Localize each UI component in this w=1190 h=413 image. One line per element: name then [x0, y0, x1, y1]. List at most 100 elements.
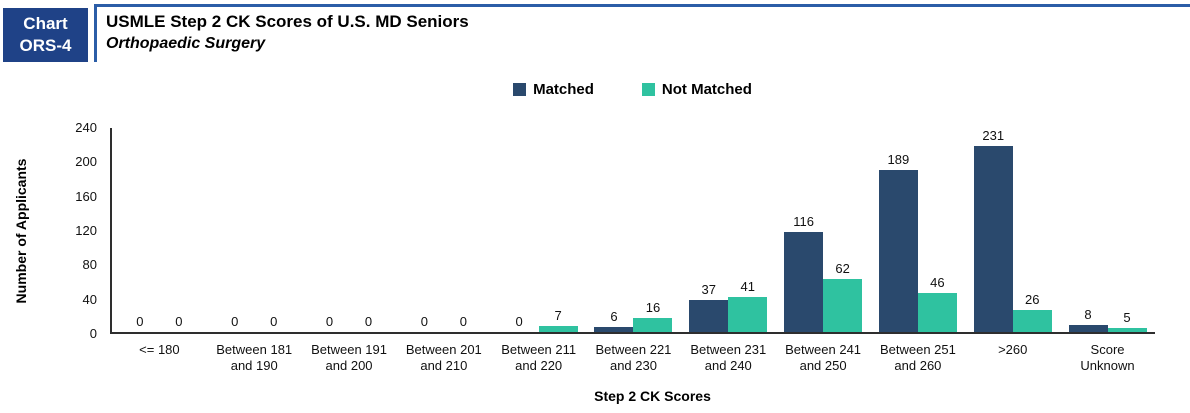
bar-value-label: 26 [1024, 292, 1040, 307]
x-tick-label: Score Unknown [1080, 342, 1135, 373]
bar-slot: 26 [1012, 128, 1052, 332]
bar-slot: 0 [405, 128, 444, 332]
x-tick-label: Between 191 and 200 [311, 342, 387, 373]
x-tick-label: Between 241 and 250 [785, 342, 862, 373]
bar-slot: 46 [917, 128, 957, 332]
legend-label: Matched [533, 80, 594, 98]
bar-value-label: 62 [835, 261, 850, 276]
bar-slot: 0 [349, 128, 388, 332]
bar-slot: 231 [973, 128, 1013, 332]
category-group: 189 46 Between 251 and 260 [871, 128, 966, 373]
category-group: 0 7 Between 211 and 220 [491, 128, 586, 373]
bar [823, 279, 863, 332]
bar [594, 327, 634, 332]
bar [1012, 310, 1052, 332]
bar-slot: 0 [120, 128, 159, 332]
bar [878, 170, 918, 332]
category-group: 231 26 >260 [965, 128, 1060, 357]
bar [917, 293, 957, 332]
bar-value-label: 0 [231, 314, 239, 329]
chart-id-badge-line2: ORS-4 [19, 36, 72, 55]
bar-value-label: 37 [701, 282, 717, 297]
bar-value-label: 0 [325, 314, 334, 329]
x-tick-label: >260 [998, 342, 1028, 357]
bar [633, 318, 673, 332]
chart-id-badge: Chart ORS-4 [3, 8, 88, 62]
x-tick-label: Between 201 and 210 [405, 342, 482, 373]
bar-slot: 7 [538, 128, 578, 332]
bar [728, 297, 768, 332]
y-tick-label: 160 [75, 188, 97, 204]
bar-value-label: 0 [420, 314, 428, 329]
bar-value-label: 6 [610, 309, 618, 324]
x-tick-label: Between 181 and 190 [216, 342, 293, 373]
bar-value-label: 5 [1123, 310, 1131, 325]
bar-slot: 8 [1068, 128, 1108, 332]
bar-slot: 6 [594, 128, 634, 332]
bar-slot: 189 [878, 128, 918, 332]
category-group: 37 41 Between 231 and 240 [681, 128, 776, 373]
bar-value-label: 189 [887, 152, 910, 167]
x-tick-label: Between 231 and 240 [690, 342, 767, 373]
bar-slot: 16 [633, 128, 673, 332]
category-group: 0 0 Between 201 and 210 [396, 128, 491, 373]
bar-slot: 0 [444, 128, 483, 332]
bar [538, 326, 578, 332]
category-group: 0 0 Between 191 and 200 [302, 128, 397, 373]
y-tick-label: 240 [75, 120, 97, 135]
x-tick-label: <= 180 [139, 342, 180, 357]
bar-value-label: 0 [175, 314, 183, 329]
bar-slot: 41 [728, 128, 768, 332]
category-group: 116 62 Between 241 and 250 [776, 128, 871, 373]
bar-value-label: 0 [459, 314, 467, 329]
bar-slot: 0 [215, 128, 254, 332]
bar [689, 300, 729, 332]
header-vertical-rule [94, 4, 97, 62]
bar-value-label: 16 [645, 300, 661, 315]
plot-area: 0 0 <= 180 0 0 Between 181 and 190 0 0 Between 1… [110, 128, 1155, 373]
bar [1107, 328, 1147, 332]
chart-subtitle: Orthopaedic Surgery [106, 35, 266, 52]
bar-value-label: 231 [982, 128, 1005, 143]
bar-slot: 116 [784, 128, 824, 332]
bar-slot: 5 [1107, 128, 1147, 332]
category-group: 0 0 <= 180 [112, 128, 207, 357]
bar-value-label: 116 [793, 214, 814, 229]
x-axis-title: Step 2 CK Scores [594, 388, 711, 404]
bar-slot: 0 [159, 128, 198, 332]
legend: Matched Not Matched [110, 80, 1155, 98]
bar-value-label: 7 [554, 308, 562, 323]
bar [973, 146, 1013, 332]
bar-value-label: 8 [1084, 307, 1092, 322]
x-tick-label: Between 251 and 260 [879, 342, 956, 373]
legend-swatch [641, 82, 655, 96]
bar-value-label: 0 [515, 314, 523, 329]
chart-title: USMLE Step 2 CK Scores of U.S. MD Senior… [106, 12, 469, 31]
bar-value-label: 46 [930, 275, 945, 290]
bar-slot: 37 [689, 128, 729, 332]
y-tick-label: 80 [82, 257, 97, 273]
category-group: 6 16 Between 221 and 230 [586, 128, 681, 373]
bar-value-label: 0 [270, 314, 278, 329]
bar-slot: 62 [823, 128, 863, 332]
bar [784, 232, 824, 332]
legend-swatch [513, 82, 527, 96]
chart-id-badge-line1: Chart [23, 14, 68, 33]
bar [1068, 325, 1108, 332]
y-tick-label: 0 [89, 326, 97, 341]
category-group: 0 0 Between 181 and 190 [207, 128, 302, 373]
bar-value-label: 0 [364, 314, 373, 329]
x-tick-label: Between 221 and 230 [595, 342, 672, 373]
category-group: 8 5 Score Unknown [1060, 128, 1155, 373]
bar-value-label: 0 [136, 314, 144, 329]
y-tick-label: 120 [75, 223, 97, 238]
x-tick-label: Between 211 and 220 [501, 342, 577, 373]
header-top-rule [95, 4, 1190, 7]
legend-item: Matched [513, 81, 594, 98]
bar-value-label: 41 [740, 279, 756, 294]
bar-slot: 0 [500, 128, 539, 332]
header-titles: USMLE Step 2 CK Scores of U.S. MD Senior… [106, 12, 469, 53]
y-axis-ticks: 0 40 80 120 160 200 240 [0, 120, 102, 341]
y-tick-label: 200 [75, 154, 97, 170]
